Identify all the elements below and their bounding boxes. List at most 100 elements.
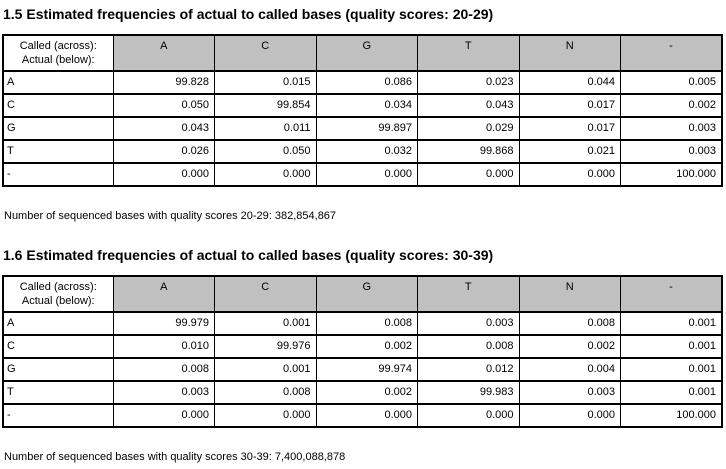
- column-header: N: [518, 275, 621, 313]
- bases-count-note: Number of sequenced bases with quality s…: [4, 210, 337, 222]
- row-label: G: [2, 357, 114, 382]
- table-cell: 0.000: [214, 403, 317, 428]
- table-row: T 0.003 0.008 0.002 99.983 0.003 0.001: [2, 380, 723, 405]
- corner-label-line2: Actual (below):: [21, 54, 95, 66]
- column-header: G: [315, 275, 418, 313]
- table-cell: 0.002: [518, 334, 621, 359]
- table-cell: 0.005: [620, 70, 723, 95]
- table-cell: 99.897: [315, 116, 418, 141]
- table-cell: 99.983: [417, 380, 520, 405]
- table-row: C 0.050 99.854 0.034 0.043 0.017 0.002: [2, 93, 723, 118]
- row-label: A: [2, 311, 114, 336]
- row-label: -: [2, 403, 114, 428]
- table-cell: 0.001: [214, 311, 317, 336]
- corner-label-line1: Called (across):: [19, 281, 97, 293]
- table-cell: 0.002: [315, 334, 418, 359]
- row-label: T: [2, 380, 114, 405]
- table-cell: 0.008: [214, 380, 317, 405]
- table-cell: 0.002: [315, 380, 418, 405]
- column-header: G: [315, 34, 418, 72]
- table-cell: 100.000: [620, 162, 723, 187]
- table-row: G 0.008 0.001 99.974 0.012 0.004 0.001: [2, 357, 723, 382]
- table-cell: 0.000: [214, 162, 317, 187]
- table-row: -0.000 0.000 0.000 0.000 0.000 100.000: [2, 162, 723, 187]
- column-header: T: [417, 34, 520, 72]
- corner-label-line1: Called (across):: [19, 40, 97, 52]
- table-cell: 0.001: [620, 357, 723, 382]
- row-label: T: [2, 139, 114, 164]
- corner-cell: Called (across): Actual (below):: [2, 34, 114, 72]
- table-cell: 0.000: [315, 403, 418, 428]
- table-row: A 99.979 0.001 0.008 0.003 0.008 0.001: [2, 311, 723, 336]
- section-quality-20-29: 1.5 Estimated frequencies of actual to c…: [2, 6, 724, 223]
- table-row: G 0.043 0.011 99.897 0.029 0.017 0.003: [2, 116, 723, 141]
- table-cell: 99.974: [315, 357, 418, 382]
- table-cell: 0.000: [112, 162, 215, 187]
- row-label: C: [2, 93, 114, 118]
- table-cell: 0.034: [315, 93, 418, 118]
- table-cell: 100.000: [620, 403, 723, 428]
- table-cell: 0.001: [620, 334, 723, 359]
- table-cell: 0.000: [518, 403, 621, 428]
- table-row: C 0.010 99.976 0.002 0.008 0.002 0.001: [2, 334, 723, 359]
- table-cell: 0.044: [518, 70, 621, 95]
- table-row: -0.000 0.000 0.000 0.000 0.000 100.000: [2, 403, 723, 428]
- table-cell: 0.002: [620, 93, 723, 118]
- table-cell: 0.000: [417, 403, 520, 428]
- table-cell: 0.000: [112, 403, 215, 428]
- table-body: A 99.979 0.001 0.008 0.003 0.008 0.001 C 0.010 99…: [2, 311, 723, 428]
- table-cell: 0.000: [518, 162, 621, 187]
- table-cell: 0.017: [518, 116, 621, 141]
- table-cell: 0.001: [214, 357, 317, 382]
- table-row: A 99.828 0.015 0.086 0.023 0.044 0.005: [2, 70, 723, 95]
- table-cell: 0.026: [112, 139, 215, 164]
- column-header: -: [620, 34, 723, 72]
- table-cell: 0.023: [417, 70, 520, 95]
- bases-count-note: Number of sequenced bases with quality s…: [4, 451, 346, 463]
- table-cell: 0.001: [620, 380, 723, 405]
- table-cell: 0.008: [417, 334, 520, 359]
- table-cell: 0.008: [315, 311, 418, 336]
- column-header: C: [214, 34, 317, 72]
- table-cell: 0.003: [620, 116, 723, 141]
- table-cell: 99.828: [112, 70, 215, 95]
- column-header: A: [112, 275, 215, 313]
- table-cell: 0.011: [214, 116, 317, 141]
- table-cell: 99.976: [214, 334, 317, 359]
- table-cell: 0.012: [417, 357, 520, 382]
- row-label: G: [2, 116, 114, 141]
- table-cell: 0.050: [214, 139, 317, 164]
- column-header: T: [417, 275, 520, 313]
- section-title: 1.5 Estimated frequencies of actual to c…: [3, 6, 494, 22]
- corner-label-line2: Actual (below):: [21, 295, 95, 307]
- table-cell: 0.029: [417, 116, 520, 141]
- column-header: C: [214, 275, 317, 313]
- table-cell: 0.001: [620, 311, 723, 336]
- table-cell: 0.050: [112, 93, 215, 118]
- table-cell: 0.003: [518, 380, 621, 405]
- table-cell: 0.010: [112, 334, 215, 359]
- table-cell: 0.004: [518, 357, 621, 382]
- column-header: A: [112, 34, 215, 72]
- column-header: -: [620, 275, 723, 313]
- table-cell: 99.868: [417, 139, 520, 164]
- table-cell: 0.017: [518, 93, 621, 118]
- table-cell: 0.043: [417, 93, 520, 118]
- corner-cell: Called (across): Actual (below):: [2, 275, 114, 313]
- table-cell: 99.854: [214, 93, 317, 118]
- row-label: A: [2, 70, 114, 95]
- section-quality-30-39: 1.6 Estimated frequencies of actual to c…: [2, 247, 724, 464]
- table-cell: 0.086: [315, 70, 418, 95]
- table-cell: 0.008: [518, 311, 621, 336]
- column-header: N: [518, 34, 621, 72]
- table-cell: 0.043: [112, 116, 215, 141]
- section-title: 1.6 Estimated frequencies of actual to c…: [3, 247, 494, 263]
- table-cell: 0.003: [620, 139, 723, 164]
